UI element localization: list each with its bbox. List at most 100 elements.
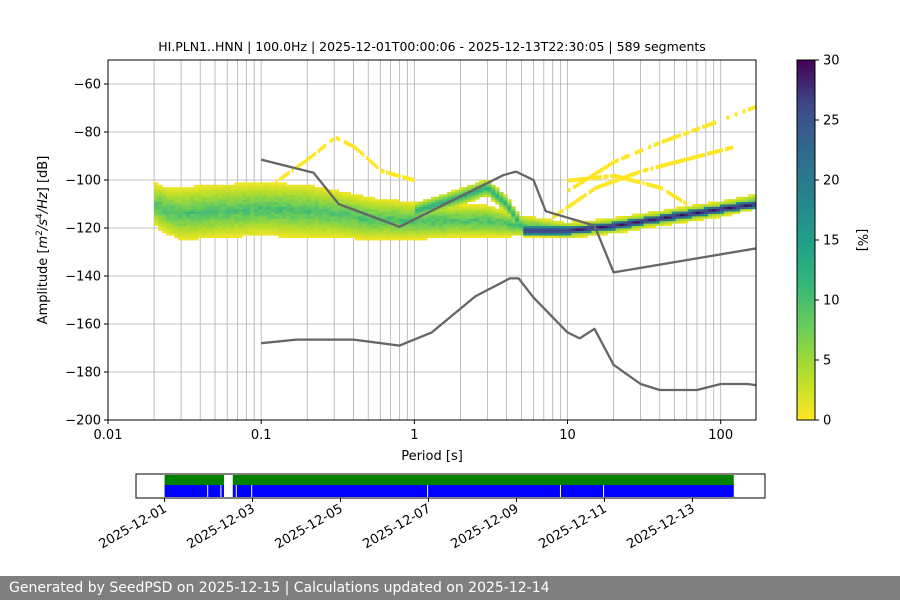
density-cell	[679, 208, 685, 212]
density-cell	[451, 194, 456, 198]
density-cell	[278, 182, 283, 186]
timeline-tick-label: 2025-12-03	[185, 501, 258, 552]
density-cell	[475, 184, 480, 188]
density-cell	[434, 228, 440, 231]
density-cell	[254, 199, 259, 202]
density-cell	[418, 211, 424, 214]
density-sparse-cell	[707, 122, 711, 127]
density-cell	[507, 232, 512, 236]
density-cell	[222, 206, 227, 210]
density-cell	[298, 199, 303, 202]
density-cell	[451, 216, 456, 219]
density-sparse-cell	[667, 190, 671, 195]
density-cell	[467, 184, 472, 188]
density-cell	[198, 199, 203, 202]
density-cell	[330, 220, 336, 224]
density-cell	[503, 204, 508, 207]
density-cell	[330, 211, 336, 214]
density-cell	[314, 194, 320, 198]
density-cell	[178, 204, 183, 207]
density-cell	[246, 189, 251, 193]
density-cell	[186, 218, 191, 222]
density-cell	[390, 237, 396, 241]
density-cell	[531, 220, 536, 224]
density-cell	[194, 192, 199, 195]
density-cell	[330, 223, 336, 226]
density-cell	[667, 211, 673, 214]
density-cell	[483, 230, 488, 234]
y-label-part-7: ] [dB]	[36, 156, 51, 193]
density-sparse-cell	[630, 178, 633, 183]
density-cell	[631, 220, 637, 224]
density-cell	[743, 201, 749, 205]
density-cell	[727, 204, 733, 207]
density-cell	[451, 235, 456, 238]
density-cell	[619, 230, 624, 234]
density-cell	[374, 235, 380, 238]
x-axis: 0.01 0.1 1 10 100	[94, 420, 733, 443]
density-cell	[451, 228, 456, 231]
density-cell	[491, 213, 496, 217]
density-cell	[302, 187, 307, 190]
y-tick-label: −120	[65, 222, 101, 237]
density-cell	[214, 199, 219, 202]
density-cell	[719, 211, 725, 214]
density-cell	[242, 206, 247, 210]
density-cell	[310, 213, 316, 217]
density-sparse-cell	[390, 171, 393, 176]
density-cell	[354, 225, 360, 229]
density-cell	[346, 194, 352, 198]
density-cell	[354, 237, 360, 241]
density-cell	[414, 223, 420, 226]
density-cell	[511, 228, 516, 231]
density-cell	[310, 201, 316, 205]
density-cell	[623, 218, 628, 222]
density-cell	[739, 196, 745, 200]
density-cell	[451, 204, 456, 207]
density-cell	[206, 235, 211, 238]
density-cell	[362, 204, 368, 207]
density-cell	[242, 223, 247, 226]
density-sparse-cell	[677, 133, 682, 138]
density-cell	[719, 208, 725, 212]
density-sparse-cell	[627, 173, 631, 178]
density-sparse-cell	[624, 174, 628, 179]
density-cell	[394, 211, 400, 214]
density-cell	[358, 201, 364, 205]
density-cell	[318, 216, 324, 219]
density-cell	[479, 220, 484, 224]
density-cell	[370, 204, 376, 207]
density-cell	[483, 235, 488, 238]
x-tick-label: 1	[410, 428, 418, 443]
density-cell	[499, 228, 504, 231]
density-cell	[507, 211, 512, 214]
density-cell	[463, 199, 468, 202]
density-cell	[274, 204, 279, 207]
density-cell	[170, 201, 175, 205]
density-cell	[222, 228, 227, 231]
density-sparse-cell	[661, 186, 664, 191]
density-cell	[338, 216, 344, 219]
density-cell	[170, 228, 175, 231]
density-sparse-cell	[578, 181, 582, 186]
density-cell	[543, 225, 548, 229]
density-cell	[483, 204, 488, 207]
density-cell	[218, 194, 223, 198]
density-cell	[430, 218, 436, 222]
density-sparse-cell	[283, 173, 286, 178]
density-cell	[162, 192, 167, 195]
density-cell	[190, 235, 195, 238]
density-cell	[491, 184, 496, 188]
density-cell	[406, 216, 412, 219]
density-cell	[607, 230, 612, 234]
density-cell	[559, 228, 564, 231]
density-cell	[198, 184, 203, 188]
density-cell	[270, 199, 275, 202]
density-cell	[531, 225, 536, 229]
density-cell	[230, 211, 235, 214]
density-cell	[366, 208, 372, 212]
density-cell	[234, 223, 239, 226]
density-cell	[479, 189, 484, 193]
density-cell	[410, 228, 416, 231]
density-cell	[402, 235, 408, 238]
